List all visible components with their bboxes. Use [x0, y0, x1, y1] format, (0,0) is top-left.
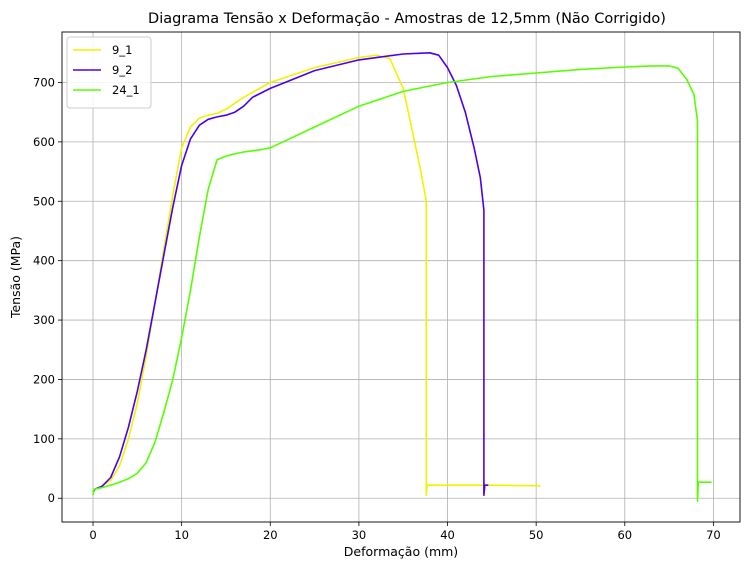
x-tick-label: 70 [706, 528, 721, 542]
y-tick-label: 600 [33, 135, 55, 149]
x-axis-label: Deformação (mm) [344, 544, 458, 559]
plot-frame [61, 31, 741, 523]
chart-title: Diagrama Tensão x Deformação - Amostras … [148, 11, 666, 27]
x-tick-label: 60 [617, 528, 632, 542]
legend-label-9_1: 9_1 [112, 43, 132, 57]
series-line-9_1 [92, 54, 541, 497]
legend-label-9_2: 9_2 [112, 63, 132, 77]
series-lines [92, 52, 712, 502]
x-tick-label: 40 [440, 528, 455, 542]
grid-lines [62, 32, 740, 522]
series-line-9_2 [92, 52, 489, 497]
y-tick-label: 300 [33, 313, 55, 327]
y-tick-label: 700 [33, 75, 55, 89]
x-tick-label: 0 [89, 528, 96, 542]
legend-box [66, 36, 152, 109]
series-line-24_1 [92, 65, 712, 502]
x-tick-label: 10 [174, 528, 189, 542]
y-tick-label: 0 [48, 491, 55, 505]
legend: 9_1 9_2 24_1 [66, 36, 152, 109]
x-tick-label: 50 [529, 528, 544, 542]
legend-label-24_1: 24_1 [112, 83, 140, 97]
y-tick-label: 200 [33, 372, 55, 386]
x-tick-label: 20 [263, 528, 278, 542]
x-tick-label: 30 [352, 528, 367, 542]
y-tick-label: 500 [33, 194, 55, 208]
y-axis-label: Tensão (MPa) [8, 236, 23, 319]
y-tick-label: 400 [33, 254, 55, 268]
y-tick-label: 100 [33, 432, 55, 446]
